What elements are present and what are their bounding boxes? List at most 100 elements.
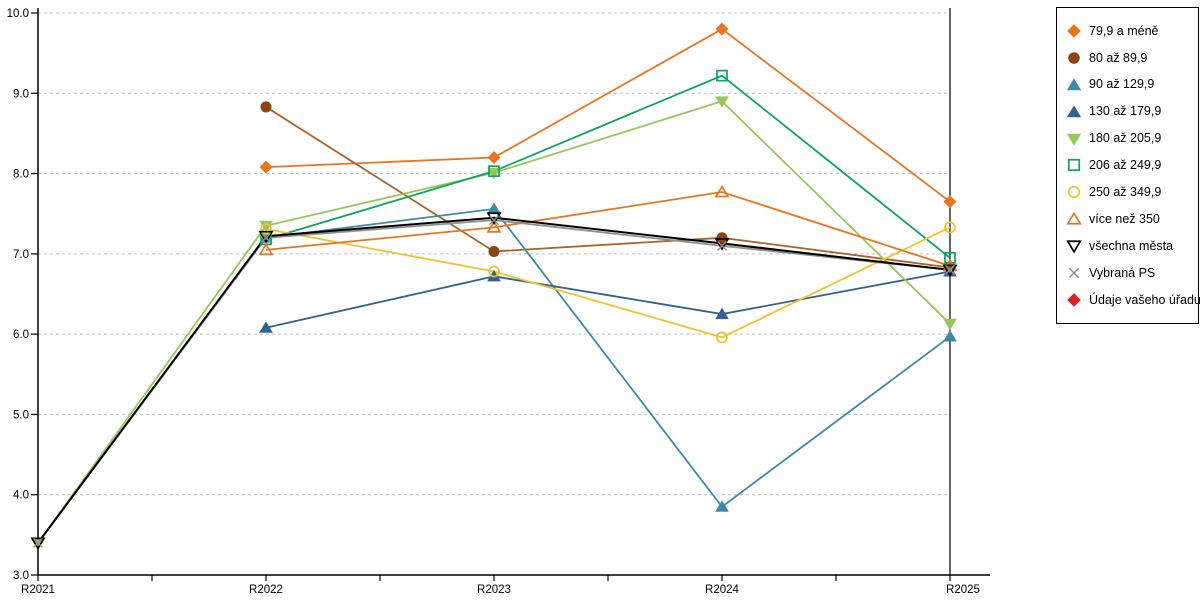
series-line	[265, 191, 951, 267]
marker-circle	[260, 223, 272, 235]
marker-triangle-up	[1066, 211, 1082, 225]
marker-x	[489, 215, 499, 226]
x-category-label: R2022	[249, 584, 283, 596]
marker-triangle-down	[258, 230, 274, 244]
series-line	[265, 207, 951, 509]
series-markers	[30, 22, 958, 551]
legend-label: 130 až 179,9	[1089, 104, 1162, 119]
marker-triangle-down	[715, 96, 729, 108]
legend-item: více než 350	[1066, 211, 1198, 227]
marker-circle	[488, 265, 500, 278]
series-line	[37, 216, 951, 544]
y-tick-label: 7.0	[13, 249, 29, 261]
series-line	[265, 106, 951, 269]
legend-item: 80 až 89,9	[1066, 50, 1198, 66]
marker-triangle-down	[714, 238, 730, 251]
series-line	[37, 100, 951, 544]
x-category-label: R2025	[946, 584, 980, 596]
y-tick-label: 8.0	[13, 169, 29, 181]
legend: 79,9 a méně 80 až 89,9 90 až 129,9 130 až 1…	[1056, 7, 1200, 324]
legend-item: 130 až 179,9	[1066, 104, 1198, 120]
marker-triangle-up	[715, 500, 729, 512]
marker-triangle-up	[259, 321, 273, 333]
marker-circle	[944, 221, 956, 234]
legend-item: 180 až 205,9	[1066, 131, 1198, 147]
legend-marker-circle-icon	[1067, 186, 1081, 199]
legend-item: Vybraná PS	[1066, 265, 1198, 281]
marker-triangle-down	[487, 167, 501, 180]
marker-x	[261, 232, 271, 243]
legend-label: 90 až 129,9	[1089, 77, 1155, 92]
marker-x	[1068, 267, 1080, 279]
marker-triangle-down	[486, 212, 502, 225]
marker-triangle-up	[1066, 104, 1082, 117]
legend-marker-circle-icon	[1068, 52, 1080, 64]
legend-item: 79,9 a méně	[1066, 23, 1198, 39]
x-category-label: R2024	[705, 584, 739, 596]
y-tick-label: 5.0	[13, 409, 29, 421]
marker-x	[945, 264, 955, 275]
marker-triangle-down	[1066, 240, 1082, 254]
y-tick-label: 6.0	[13, 329, 29, 341]
legend-marker-triangle-down-icon	[1066, 133, 1082, 146]
marker-triangle-up	[486, 220, 502, 233]
series-line	[265, 270, 951, 329]
series-lines	[37, 27, 951, 544]
marker-triangle-down	[942, 264, 958, 278]
legend-label: 206 až 249,9	[1089, 158, 1162, 173]
legend-marker-triangle-down-icon	[1066, 240, 1082, 254]
legend-label: 80 až 89,9	[1089, 50, 1148, 65]
marker-triangle-up	[943, 330, 957, 342]
y-tick-label: 9.0	[13, 88, 29, 100]
y-tick-label: 10.0	[7, 8, 29, 20]
marker-square	[944, 252, 956, 264]
legend-label: 180 až 205,9	[1089, 131, 1162, 146]
legend-marker-diamond-icon	[1067, 24, 1081, 38]
legend-item: 90 až 129,9	[1066, 77, 1198, 93]
legend-label: 250 až 349,9	[1089, 185, 1162, 200]
legend-label: Vybraná PS	[1089, 265, 1156, 280]
legend-label: Údaje vašeho úřadu	[1089, 292, 1200, 307]
marker-triangle-down	[943, 318, 957, 331]
marker-triangle-up	[1066, 77, 1082, 90]
marker-square	[488, 165, 500, 178]
marker-diamond	[715, 22, 729, 36]
legend-label: 79,9 a méně	[1089, 23, 1159, 38]
marker-diamond	[943, 195, 957, 209]
marker-circle	[488, 245, 500, 257]
marker-triangle-up	[714, 184, 730, 198]
legend-item: Údaje vašeho úřadu	[1066, 292, 1200, 308]
axes: 3.0 4.0 5.0 6.0 7.0 8.0 9.0 10.0 R2021 R2022 R2023…	[7, 8, 990, 596]
marker-triangle-up	[715, 307, 729, 320]
marker-triangle-down	[259, 220, 273, 233]
legend-marker-triangle-up-icon	[1066, 77, 1082, 90]
marker-diamond	[1067, 24, 1081, 38]
marker-triangle-down	[1066, 133, 1082, 146]
legend-marker-x-icon	[1068, 267, 1080, 279]
marker-x	[717, 240, 727, 251]
legend-marker-square-icon	[1067, 159, 1081, 172]
legend-label: více než 350	[1089, 212, 1160, 226]
legend-label: všechna města	[1089, 238, 1174, 253]
marker-triangle-up	[258, 242, 274, 256]
legend-marker-triangle-up-icon	[1066, 211, 1082, 225]
marker-square	[716, 69, 728, 82]
legend-marker-triangle-up-icon	[1066, 104, 1082, 117]
marker-circle	[716, 331, 728, 344]
marker-diamond	[487, 151, 501, 165]
series-line	[265, 226, 951, 339]
marker-circle	[1068, 52, 1080, 64]
series-line	[265, 27, 951, 203]
marker-circle	[260, 101, 272, 113]
x-category-label: R2021	[21, 584, 55, 596]
marker-triangle-up	[487, 202, 501, 214]
marker-square	[1067, 159, 1081, 172]
x-category-label: R2023	[477, 584, 511, 596]
marker-triangle-down	[30, 537, 46, 551]
series-line	[265, 74, 951, 259]
legend-marker-diamond-icon	[1067, 293, 1081, 307]
y-tick-label: 4.0	[13, 490, 29, 502]
marker-circle	[716, 232, 728, 244]
